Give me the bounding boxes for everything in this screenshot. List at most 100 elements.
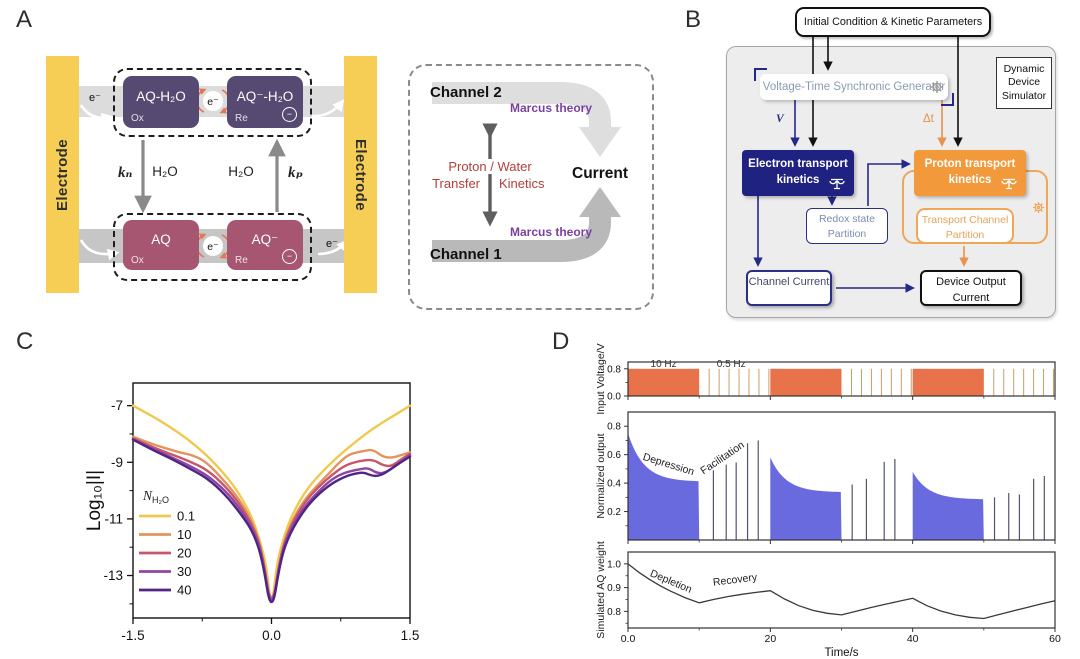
legend-label-10: 10 (177, 527, 191, 542)
kinetics-balance-icon (1001, 178, 1017, 190)
voltage-time-generator-box: Voltage-Time Synchronic Generator (754, 68, 954, 106)
legend-label-20: 20 (177, 546, 191, 561)
panel-c-label: C (16, 328, 34, 355)
svg-text:0.0: 0.0 (607, 392, 621, 403)
svg-text:-7: -7 (111, 398, 123, 413)
proton-transport-box: Proton transport kinetics (914, 150, 1026, 196)
legend-label-40: 40 (177, 583, 191, 598)
state-label: Re (235, 113, 248, 124)
annotation-facilitation: Facilitation (698, 439, 746, 477)
device-output-current-box: Device Output Current (920, 270, 1022, 306)
pulse-block (628, 368, 700, 396)
panel-a: A e⁻ e (0, 0, 662, 322)
burst-envelope (770, 457, 842, 540)
molecule-title: AQ-H₂O (136, 89, 186, 104)
electrode-right-label: Electrode (352, 138, 369, 211)
channel1-arrowhead (579, 187, 621, 217)
electron-circle-top (203, 91, 223, 111)
burst-envelope (912, 471, 984, 540)
channel2-band (432, 82, 611, 128)
kp-label: kₚ (288, 165, 303, 181)
electron-transport-box: Electron transport kinetics (742, 150, 854, 196)
channel1-title: Channel 1 (430, 246, 502, 263)
kn-label: kₙ (118, 165, 133, 181)
electron-band-label-top-left: e⁻ (89, 92, 101, 104)
svg-text:-9: -9 (111, 455, 123, 470)
frequency-label: 10 Hz (651, 359, 677, 370)
svg-text:0.2: 0.2 (607, 507, 621, 518)
dynamic-device-simulator-box: Dynamic Device Simulator (996, 57, 1052, 109)
hydrated-pair-frame (113, 68, 312, 137)
molecule-box-aq-anion-h2o: AQ⁻-H₂O Re − (227, 76, 303, 128)
iv-curve-20 (131, 437, 412, 600)
transfer-kinetics-line1: Proton / Water (420, 159, 560, 174)
svg-text:-1.5: -1.5 (121, 628, 144, 643)
electrode-left: Electrode (46, 56, 79, 293)
legend-title: NH₂O (142, 488, 169, 505)
svg-text:0.8: 0.8 (607, 364, 621, 375)
h2o-label-left: H₂O (152, 164, 178, 179)
electron-band-label-bottom-right: e⁻ (326, 238, 338, 250)
panel-c: C -7 -9 -11 -13 -1.5 0.0 1.5 Log₁₀|I| NH₂O 0.1 10 2… (0, 320, 540, 659)
state-label: Ox (131, 255, 144, 266)
voltage-signal-label: V (776, 113, 784, 125)
electron-label-bottom: e⁻ (207, 241, 218, 253)
corner-bracket-icon (941, 93, 954, 106)
svg-text:-11: -11 (104, 511, 123, 526)
negative-charge-icon: − (282, 249, 297, 264)
y-axis-label: Input Voltage/V (595, 343, 607, 414)
axes-box (132, 382, 411, 619)
molecule-box-aq-anion: AQ⁻ Re − (227, 220, 303, 270)
molecule-title: AQ⁻-H₂O (236, 89, 294, 104)
transfer-kinetics-text: Transfer (430, 176, 482, 191)
panel-d-label: D (552, 328, 570, 355)
burst-envelope (628, 433, 700, 540)
molecule-title: AQ⁻ (251, 232, 279, 247)
transfer-kinetics-text: Proton / Water (446, 159, 534, 174)
electron-hop-arrow-bottom-left (79, 239, 120, 261)
annotation-recovery: Recovery (712, 571, 758, 588)
timestep-signal-label: Δt (923, 113, 934, 125)
molecule-title: AQ (151, 232, 171, 247)
molecule-box-aq: AQ Ox (123, 220, 199, 270)
dry-pair-frame (113, 213, 312, 281)
panel-d: D 10 Hz 0.5 Hz 0.8 0.0 Input Voltage/V Depres… (540, 320, 1080, 659)
transfer-kinetics-line2b: Kinetics (497, 176, 547, 191)
electron-label-top: e⁻ (207, 96, 218, 108)
simulator-box-label: Dynamic Device Simulator (1001, 62, 1047, 102)
x-tick-label: 40 (907, 633, 919, 645)
svg-text:0.0: 0.0 (262, 628, 281, 643)
marcus-theory-bottom: Marcus theory (509, 225, 593, 239)
y-axis-label: Simulated AQ weight (595, 541, 607, 639)
electron-hop-arrow-top-left (79, 104, 114, 125)
svg-text:0.8: 0.8 (607, 607, 621, 618)
y-axis-label: Log₁₀|I| (84, 470, 105, 531)
corner-bracket-icon (754, 68, 767, 81)
transport-channel-partition-box: Transport Channel Partition (916, 208, 1014, 244)
marcus-theory-top: Marcus theory (509, 101, 593, 115)
iv-curve-chart: -7 -9 -11 -13 -1.5 0.0 1.5 Log₁₀|I| NH₂O 0.1 10 20 3… (84, 382, 419, 643)
svg-text:0.9: 0.9 (607, 583, 621, 594)
init-condition-box: Initial Condition & Kinetic Parameters (795, 7, 991, 37)
frequency-label: 0.5 Hz (717, 359, 746, 370)
gear-icon (931, 81, 943, 93)
pulse-block (912, 368, 984, 396)
svg-text:-13: -13 (103, 568, 123, 583)
gear-icon-orange (1032, 201, 1045, 214)
svg-text:0.4: 0.4 (607, 479, 621, 490)
x-tick-label: 0.0 (621, 633, 636, 645)
arrow-redox-to-proton (867, 159, 911, 206)
legend-label-0.1: 0.1 (177, 509, 195, 524)
negative-charge-icon: − (282, 107, 297, 122)
state-label: Re (235, 255, 248, 266)
legend-label-30: 30 (177, 564, 191, 579)
channel2-arrowhead (579, 127, 621, 157)
svg-text:0.6: 0.6 (607, 450, 621, 461)
redox-state-partition-box: Redox state Partition (806, 208, 888, 244)
svg-text:1.0: 1.0 (607, 559, 621, 570)
electron-transport-label: Electron transport kinetics (748, 158, 848, 186)
iv-curve-0.1 (131, 404, 412, 603)
